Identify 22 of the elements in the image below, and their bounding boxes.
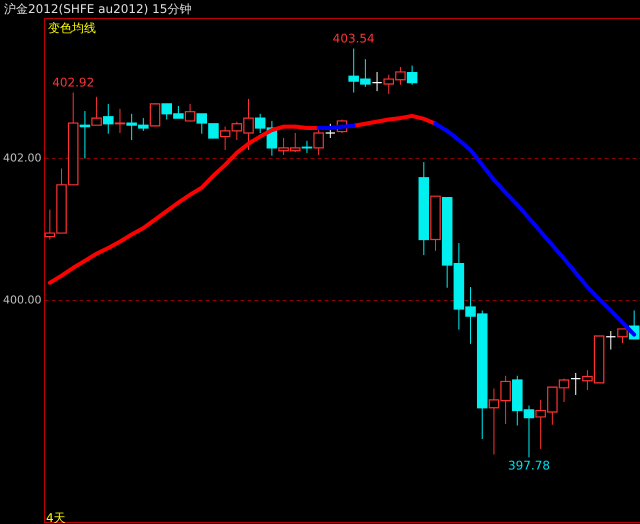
y-tick-label: 402.00 bbox=[3, 151, 42, 164]
candlestick bbox=[325, 123, 336, 138]
candlestick bbox=[150, 102, 160, 128]
annotation: 402.92 bbox=[52, 76, 94, 90]
candlestick bbox=[313, 130, 324, 156]
candlestick bbox=[406, 65, 418, 86]
candlestick bbox=[606, 330, 616, 350]
candlestick bbox=[184, 103, 196, 122]
candlestick bbox=[114, 108, 126, 134]
candlestick bbox=[570, 372, 581, 396]
chart-subtitle: 变色均线 bbox=[48, 21, 96, 35]
candlestick bbox=[372, 71, 382, 92]
y-tick-label: 400.00 bbox=[3, 293, 42, 306]
annotation: 403.54 bbox=[332, 32, 375, 46]
candlestick bbox=[91, 96, 102, 126]
candlestick bbox=[80, 110, 90, 160]
candlestick bbox=[302, 140, 312, 154]
annotation: 397.78 bbox=[508, 458, 550, 472]
candlestick bbox=[103, 103, 114, 134]
candlestick bbox=[617, 328, 628, 344]
chart-title: 沪金2012(SHFE au2012) 15分钟 bbox=[4, 2, 192, 16]
annotation: 4天 bbox=[46, 511, 66, 524]
